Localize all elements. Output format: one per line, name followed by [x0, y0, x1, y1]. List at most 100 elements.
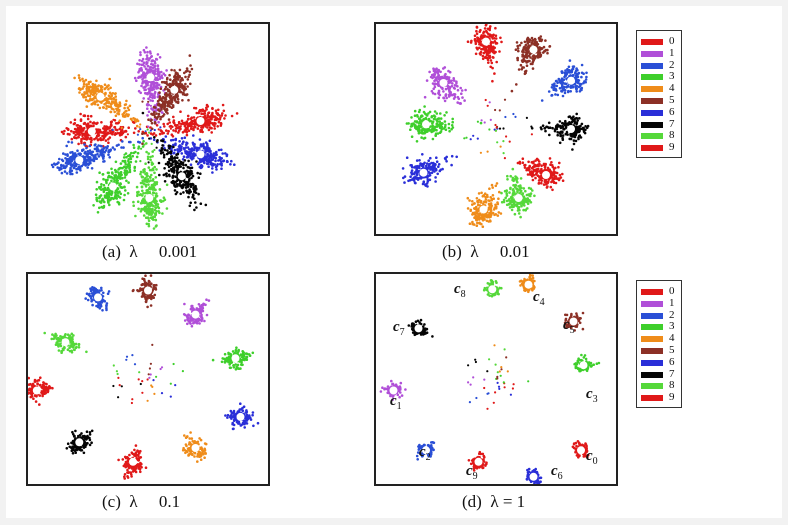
data-point	[157, 206, 161, 210]
data-point	[453, 93, 457, 96]
data-point	[157, 74, 160, 78]
data-point	[476, 209, 480, 212]
data-point	[100, 145, 103, 148]
data-point	[186, 146, 190, 149]
data-point	[175, 191, 179, 194]
data-point	[532, 58, 536, 62]
data-point	[433, 115, 437, 118]
data-point	[132, 131, 136, 135]
data-point	[172, 80, 175, 83]
data-point	[152, 183, 156, 186]
data-point	[529, 44, 532, 48]
data-point	[485, 46, 488, 49]
data-point	[155, 81, 159, 85]
data-point	[431, 120, 435, 123]
cluster-6	[149, 126, 236, 174]
data-point	[190, 67, 194, 71]
data-point	[151, 96, 154, 100]
data-point	[471, 222, 474, 226]
data-point	[444, 87, 448, 91]
data-point	[426, 180, 430, 183]
cluster-0	[503, 133, 565, 192]
data-point	[451, 82, 454, 85]
data-point	[555, 171, 559, 175]
data-point	[456, 95, 460, 99]
data-point	[170, 181, 173, 184]
cluster-4	[466, 129, 503, 228]
data-point	[92, 93, 95, 96]
data-point	[153, 148, 156, 152]
data-point	[489, 25, 492, 28]
data-point	[539, 53, 543, 57]
data-point	[543, 165, 547, 169]
data-point	[184, 82, 187, 86]
data-point	[161, 132, 164, 135]
data-point	[191, 193, 195, 196]
data-point	[100, 131, 103, 134]
data-point	[525, 168, 528, 172]
data-point	[564, 69, 567, 72]
data-point	[161, 103, 165, 106]
data-point	[514, 115, 517, 118]
data-point	[437, 96, 441, 99]
data-point	[85, 292, 89, 295]
cluster-center-6	[419, 168, 428, 177]
data-point	[546, 166, 550, 170]
data-point	[147, 210, 150, 214]
data-point	[151, 108, 154, 111]
data-point	[205, 298, 208, 301]
data-point	[161, 212, 164, 215]
data-point	[537, 179, 541, 182]
data-point	[207, 124, 210, 127]
data-point	[148, 376, 151, 379]
data-point	[582, 81, 585, 85]
data-point	[123, 153, 126, 156]
data-point	[552, 173, 555, 176]
data-point	[188, 54, 192, 57]
data-point	[208, 118, 212, 121]
data-point	[511, 189, 515, 192]
data-point	[532, 160, 535, 164]
data-point	[477, 216, 480, 219]
data-point	[107, 97, 110, 101]
scatter-plot-b	[401, 24, 590, 228]
data-point	[196, 162, 200, 166]
data-point	[186, 152, 189, 156]
data-point	[510, 89, 514, 93]
data-point	[166, 132, 170, 135]
data-point	[172, 120, 175, 124]
data-point	[488, 206, 491, 209]
data-point	[117, 201, 121, 205]
data-point	[80, 139, 83, 143]
data-point	[521, 157, 525, 160]
data-point	[147, 118, 150, 121]
data-point	[87, 80, 91, 84]
data-point	[518, 44, 522, 47]
data-point	[211, 167, 214, 170]
data-point	[69, 166, 72, 170]
data-point	[168, 73, 171, 77]
data-point	[180, 185, 183, 189]
data-point	[155, 192, 158, 195]
data-point	[207, 165, 210, 168]
data-point	[137, 454, 140, 457]
data-point	[221, 112, 224, 115]
data-point	[466, 207, 470, 210]
data-point	[164, 162, 168, 166]
data-point	[495, 60, 498, 64]
data-point	[448, 81, 452, 84]
data-point	[522, 66, 525, 69]
data-point	[167, 129, 170, 133]
data-point	[442, 127, 446, 130]
data-point	[419, 115, 423, 119]
data-point	[115, 128, 119, 132]
data-point	[511, 167, 515, 171]
data-point	[100, 183, 103, 186]
data-point	[124, 135, 128, 139]
data-point	[136, 200, 140, 203]
data-point	[234, 363, 237, 366]
data-point	[506, 178, 509, 181]
data-point	[141, 111, 145, 115]
data-point	[557, 165, 560, 169]
data-point	[133, 448, 136, 452]
